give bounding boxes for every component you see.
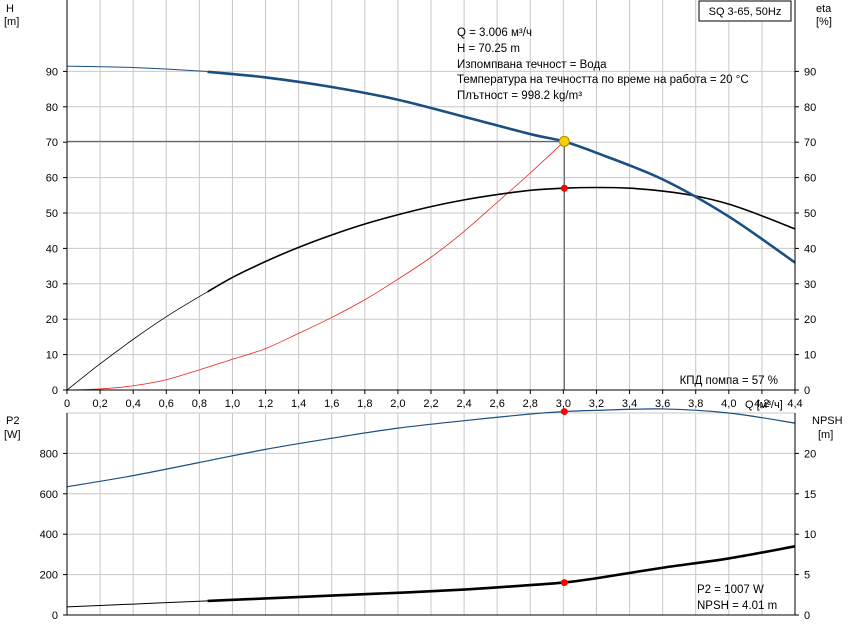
grid	[67, 0, 796, 615]
head-curve-thin-segment	[66, 65, 209, 73]
h-tick-label: 80	[46, 102, 58, 114]
x-tick-label: 1,4	[291, 398, 306, 410]
markers	[558, 135, 570, 587]
h-tick-label: 50	[46, 208, 58, 220]
lower-left-axis-label-1: P2	[6, 415, 19, 427]
x-tick-label: 4,4	[787, 398, 802, 410]
x-tick-label: 1,2	[258, 398, 273, 410]
info-line-q: Q = 3.006 м³/ч	[457, 27, 532, 39]
npsh-point	[560, 579, 568, 587]
h-tick-label: 60	[46, 173, 58, 185]
info-line-density: Плътност = 998.2 kg/m³	[457, 90, 582, 102]
npsh-tick-label: 10	[804, 529, 816, 541]
x-tick-label: 3,4	[622, 398, 637, 410]
x-tick-label: 1,0	[225, 398, 240, 410]
eta-tick-label: 90	[804, 66, 816, 78]
npsh-tick-label: 0	[804, 610, 810, 622]
eta-curve-thin-segment	[66, 291, 208, 391]
h-tick-label: 40	[46, 243, 58, 255]
system-curve	[66, 141, 564, 391]
npsh-tick-label: 5	[804, 570, 810, 582]
h-tick-label: 70	[46, 137, 58, 149]
info-line-liquid: Изпомпвана течност = Вода	[457, 59, 607, 71]
p2-tick-label: 400	[40, 529, 58, 541]
lower-left-axis-label-2: [W]	[4, 429, 21, 441]
x-tick-label: 3,8	[688, 398, 703, 410]
lower-right-axis-label-1: NPSH	[812, 415, 843, 427]
duty-point	[558, 135, 570, 147]
p2-tick-label: 800	[40, 448, 58, 460]
tick-labels: 0 0,2 0,4 0,6 0,8 1,0 1,2 1,4 1,6 1,8 2,0 2,2 2,4 2,6…	[40, 66, 817, 622]
lower-right-axis-label-2: [m]	[818, 429, 833, 441]
eta-tick-label: 0	[804, 385, 810, 397]
npsh-tick-label: 20	[804, 448, 816, 460]
npsh-tick-label: 15	[804, 489, 816, 501]
x-tick-label: 3,2	[589, 398, 604, 410]
eta-tick-label: 60	[804, 173, 816, 185]
head-curve-bold-segment	[207, 70, 796, 264]
x-tick-label: 0,6	[159, 398, 174, 410]
p2-curve	[66, 408, 796, 488]
x-tick-label: 2,8	[523, 398, 538, 410]
eta-tick-label: 30	[804, 279, 816, 291]
upper-right-axis-label-2: [%]	[816, 16, 832, 28]
h-tick-label: 0	[52, 385, 58, 397]
p2-tick-label: 200	[40, 570, 58, 582]
x-tick-label: 0,4	[126, 398, 141, 410]
x-tick-label: 4,2	[754, 398, 769, 410]
x-tick-label: 2,4	[456, 398, 471, 410]
title-box	[698, 0, 792, 22]
eta-tick-label: 10	[804, 350, 816, 362]
x-tick-label: 1,8	[357, 398, 372, 410]
x-tick-label: 1,6	[324, 398, 339, 410]
eta-tick-label: 70	[804, 137, 816, 149]
axes	[63, 0, 799, 616]
x-tick-label: 2,6	[490, 398, 505, 410]
h-tick-label: 20	[46, 314, 58, 326]
upper-left-axis-label-1: H	[6, 3, 14, 15]
upper-right-axis-label-1: eta	[816, 3, 832, 15]
x-tick-label: 2,0	[390, 398, 405, 410]
p2-annotation: P2 = 1007 W	[697, 584, 764, 596]
p2-tick-label: 0	[52, 610, 58, 622]
p2-point	[560, 408, 568, 416]
info-line-temperature: Температура на течността по време на раб…	[457, 74, 749, 86]
eta-point	[560, 184, 568, 192]
eta-tick-label: 80	[804, 102, 816, 114]
x-tick-label: 3,0	[556, 398, 571, 410]
x-axis-label: Q [м³/ч]	[745, 399, 783, 411]
eta-annotation: КПД помпа = 57 %	[680, 375, 778, 387]
x-tick-label: 0	[64, 398, 70, 410]
curves	[66, 65, 796, 608]
x-tick-label: 3,6	[655, 398, 670, 410]
chart-title: SQ 3-65, 50Hz	[709, 6, 782, 18]
npsh-curve-bold-segment	[207, 545, 796, 603]
h-tick-label: 10	[46, 350, 58, 362]
x-tick-label: 0,8	[192, 398, 207, 410]
h-tick-label: 90	[46, 66, 58, 78]
eta-tick-label: 50	[804, 208, 816, 220]
info-line-h: H = 70.25 m	[457, 43, 520, 55]
eta-tick-label: 40	[804, 243, 816, 255]
npsh-annotation: NPSH = 4.01 m	[697, 600, 777, 612]
x-tick-label: 2,2	[423, 398, 438, 410]
p2-tick-label: 600	[40, 489, 58, 501]
npsh-curve-thin-segment	[66, 600, 209, 608]
x-tick-label: 4,0	[721, 398, 736, 410]
x-tick-label: 0,2	[92, 398, 107, 410]
h-tick-label: 30	[46, 279, 58, 291]
upper-left-axis-label-2: [m]	[4, 16, 19, 28]
eta-tick-label: 20	[804, 314, 816, 326]
